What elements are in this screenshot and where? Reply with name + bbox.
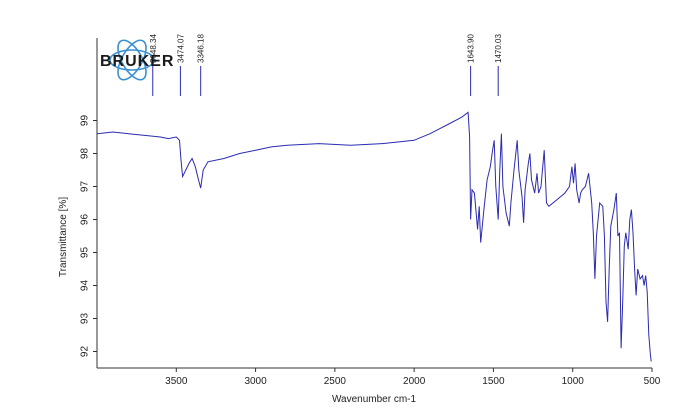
peak-label: 3346.18 — [197, 34, 206, 63]
x-tick-label: 500 — [644, 376, 661, 387]
spectrum-line — [96, 111, 652, 362]
x-tick-label: 2000 — [403, 376, 426, 387]
x-tick-label: 3000 — [244, 376, 267, 387]
x-tick-label: 3500 — [165, 376, 188, 387]
y-tick-label: 95 — [80, 247, 91, 259]
y-tick-label: 99 — [80, 115, 91, 127]
y-tick-label: 94 — [80, 280, 91, 292]
y-tick-label: 97 — [80, 181, 91, 193]
y-tick-label: 96 — [80, 214, 91, 226]
x-tick-label: 2500 — [324, 376, 347, 387]
y-axis-label: Transmittance [%] — [58, 197, 69, 277]
x-tick-label: 1500 — [482, 376, 505, 387]
peak-label: 1470.03 — [494, 34, 503, 63]
peak-label: 3648.34 — [149, 34, 158, 63]
logo-icon — [109, 39, 155, 81]
peak-label: 3474.07 — [176, 34, 185, 63]
logo: BRUKER — [100, 53, 174, 70]
peak-label: 1643.90 — [467, 34, 476, 63]
x-axis-label: Wavenumber cm-1 — [332, 394, 417, 405]
y-tick-label: 98 — [80, 148, 91, 160]
x-tick-label: 1000 — [562, 376, 585, 387]
y-tick-label: 92 — [80, 346, 91, 358]
y-tick-label: 93 — [80, 313, 91, 325]
